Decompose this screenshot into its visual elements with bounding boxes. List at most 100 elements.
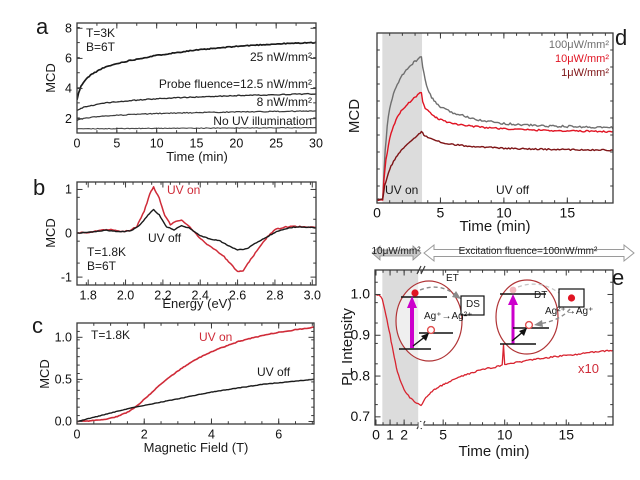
excitation-arrowhead [508, 294, 518, 305]
x-tick-label: 1 [386, 427, 394, 443]
series-1-w-mm- [377, 130, 613, 201]
panel-b-letter: b [33, 175, 46, 200]
panel-c-uv-off-label: UV off [257, 365, 291, 379]
y-tick-label: -1 [61, 270, 72, 284]
panel-b-plot: 1.8 2.0 2.2 2.4 2.6 2.8 3.0 -1 0 1 [61, 181, 321, 303]
panel-c-letter: c [32, 313, 43, 338]
panel-c-uv-on-label: UV on [199, 330, 233, 344]
panel-e-yaxis-title: PL Intensity [339, 308, 357, 386]
panel-c-xaxis-title: Magnetic Field (T) [143, 440, 249, 455]
et-arrowhead [452, 291, 461, 299]
ag-reduction-label: Ag²⁺→Ag⁺ [545, 306, 594, 317]
x-tick-label: 20 [229, 137, 243, 151]
series-uv-off [77, 378, 314, 423]
panel-a-condition-field: B=6T [86, 40, 116, 54]
panel-d-xaxis-title: Time (min) [459, 218, 531, 235]
x-tick-label: 10 [496, 205, 512, 221]
axis-break-mark [416, 265, 422, 275]
panel-c-condition-temperature: T=1.8K [91, 328, 131, 342]
x-tick-label: 5 [113, 137, 120, 151]
curve-label-12p5nw: Probe fluence=12.5 nW/mm² [158, 77, 312, 91]
x-tick-label: 10 [150, 137, 164, 151]
x-tick-label: 0 [373, 205, 381, 221]
et-label: ET [446, 273, 459, 284]
x-tick-label: 0 [74, 428, 81, 442]
panel-d-yaxis-title: MCD [346, 98, 364, 134]
axis-break-mark [420, 265, 426, 275]
x-tick-label: 2.8 [266, 289, 283, 303]
x-tick-label: 0 [74, 137, 81, 151]
panel-b-yaxis-title: MCD [43, 218, 59, 248]
panel-a-letter: a [36, 14, 49, 39]
panel-d-letter: d [615, 25, 628, 50]
scale-factor-label: x10 [578, 361, 599, 376]
x-tick-label: 2 [141, 428, 148, 442]
excitation-arrowhead [407, 296, 417, 308]
panel-d-uv-on-label: UV on [385, 183, 419, 197]
y-tick-label: 0.9 [351, 326, 371, 342]
axis-ticks [76, 322, 314, 425]
x-tick-label: 0 [372, 427, 380, 443]
panel-e-letter: e [612, 265, 625, 290]
axis-ticks [376, 32, 613, 204]
y-tick-label: 0.8 [351, 367, 371, 383]
dt-arrowhead [534, 320, 543, 327]
axis-ticks [76, 182, 316, 286]
series-uv-off [77, 208, 316, 251]
x-tick-label: 5 [437, 205, 445, 221]
ag-oxidation-label: Ag⁺→Ag²⁺ [424, 311, 473, 322]
y-tick-label: 2 [65, 112, 72, 126]
y-tick-label: 1 [65, 183, 72, 197]
dt-dashed-arrow [537, 308, 571, 325]
legend-1uw: 1μW/mm² [561, 67, 609, 79]
series-25-nw-mm- [77, 41, 316, 100]
inset-left-diagram [395, 280, 485, 362]
legend-100uw: 100μW/mm² [548, 39, 609, 51]
x-tick-label: 3.0 [304, 289, 321, 303]
x-tick-label: 5 [439, 427, 447, 443]
panel-a-plot: 0 5 10 15 20 25 30 2 4 6 8 [65, 21, 323, 150]
series-probe-fluence-12-5-nw-mm- [77, 92, 316, 111]
series-100-w-mm- [377, 56, 613, 201]
ds-label: DS [466, 299, 480, 310]
inset-right-diagram [495, 279, 585, 355]
panel-d-uv-off-label: UV off [496, 183, 530, 197]
panel-d-plot: 0 5 10 15 [373, 32, 614, 221]
axis-ticks [375, 270, 613, 426]
x-tick-label: 25 [269, 137, 283, 151]
panel-a-yaxis-title: MCD [43, 63, 59, 93]
series-uv-on [77, 326, 314, 423]
y-tick-label: 6 [65, 52, 72, 66]
panel-b-uv-off-label: UV off [148, 231, 182, 245]
dt-label: DT [534, 290, 548, 301]
x-tick-label: 4 [208, 428, 215, 442]
series-pl-x10 [375, 293, 613, 407]
dark-state-box [460, 295, 485, 316]
hole-transfer-arrowhead [421, 333, 429, 341]
electron-dot [411, 289, 419, 297]
x-tick-label: 2 [400, 427, 408, 443]
arrow-right-label: Excitation fluence=100nW/mm² [458, 246, 598, 257]
x-tick-label: 2.0 [117, 289, 134, 303]
curve-label-no-uv: No UV illumination [213, 114, 312, 128]
panel-b-condition-field: B=6T [87, 259, 117, 273]
x-tick-label: 6 [275, 428, 282, 442]
x-tick-label: 1.8 [80, 289, 97, 303]
x-tick-label: 15 [190, 137, 204, 151]
panel-a-condition-temperature: T=3K [86, 26, 116, 40]
panel-c-yaxis-title: MCD [37, 359, 53, 389]
hole-circle [426, 325, 436, 335]
y-tick-label: 1.0 [351, 286, 371, 302]
x-tick-label: 2.4 [192, 289, 209, 303]
y-tick-label: 0.5 [55, 373, 72, 387]
fluence-arrow-right [423, 243, 635, 263]
faded-electron-dot [509, 286, 517, 294]
curve-label-25nw: 25 nW/mm² [249, 50, 312, 64]
legend-10uw: 10μW/mm² [554, 53, 609, 65]
trap-dashed-path [517, 283, 560, 294]
x-tick-label: 2.2 [154, 289, 171, 303]
y-tick-label: 0.7 [351, 408, 371, 424]
series-8-nw-mm- [77, 110, 316, 121]
